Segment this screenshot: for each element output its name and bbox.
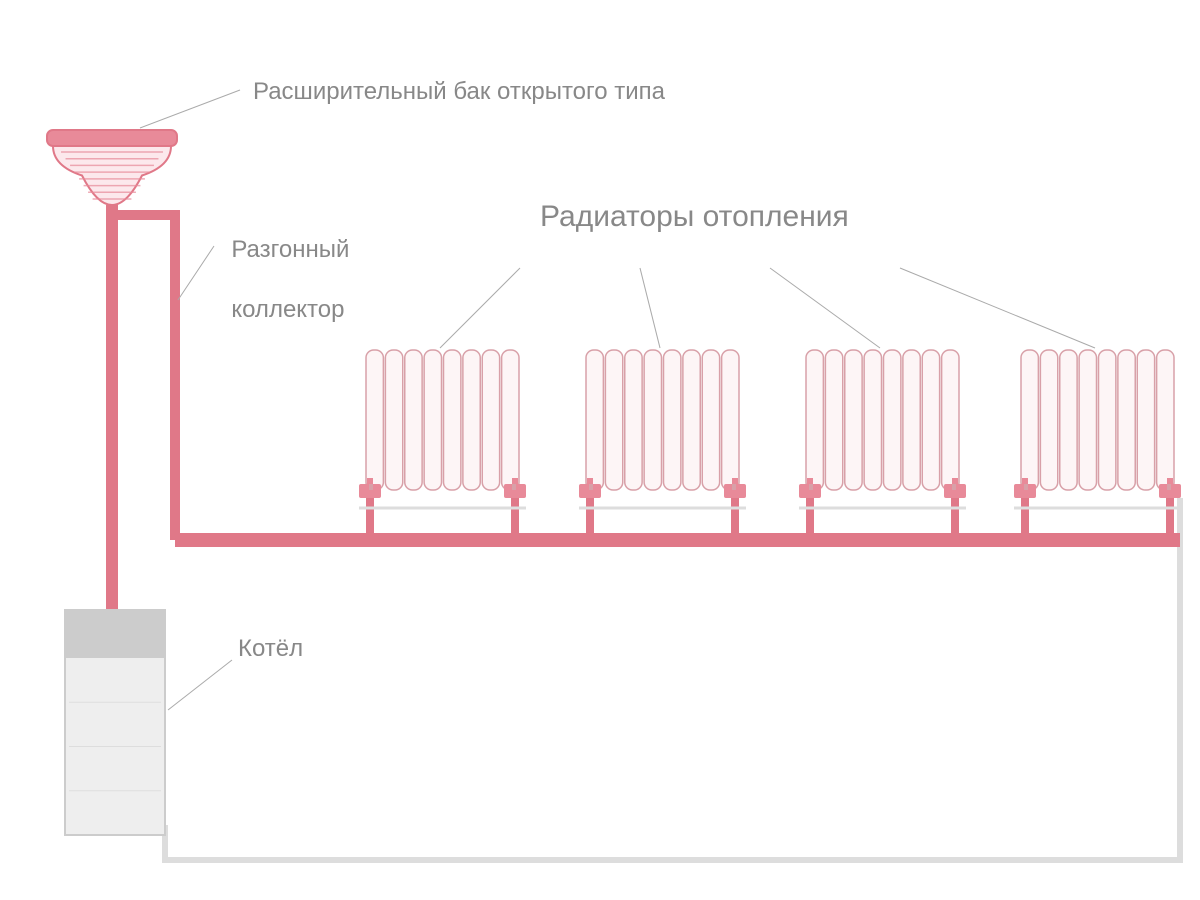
label-expansion-tank: Расширительный бак открытого типа [253,78,665,106]
label-accel-line1: Разгонный [231,236,349,263]
label-boiler: Котёл [238,635,303,663]
label-radiators: Радиаторы отопления [540,200,849,234]
label-accel-line2: коллектор [231,296,344,323]
heating-diagram [0,0,1200,900]
label-accel-collector: Разгонный коллектор [218,205,349,325]
